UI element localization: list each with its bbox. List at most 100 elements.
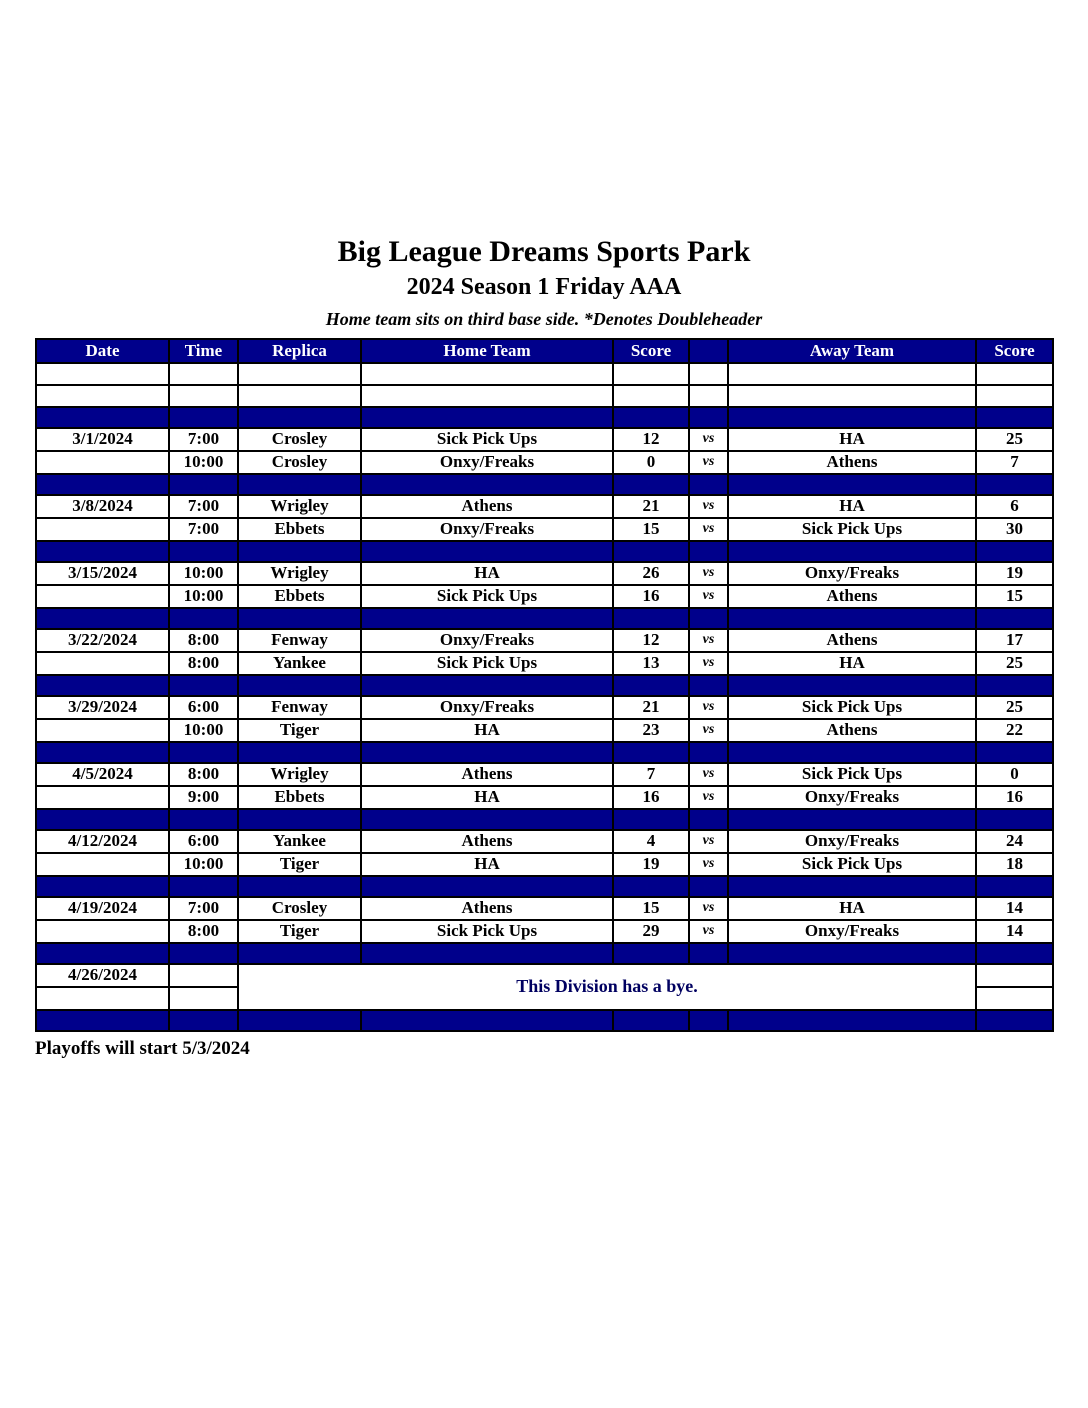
time-cell: 8:00 xyxy=(168,650,239,676)
away-team-cell: Onxy/Freaks xyxy=(727,828,977,854)
away-team-cell: Athens xyxy=(727,717,977,743)
separator-row xyxy=(35,874,1054,898)
time-cell: 7:00 xyxy=(168,426,239,452)
away-team-cell: Athens xyxy=(727,627,977,653)
empty-cell xyxy=(727,361,977,386)
separator-cell xyxy=(168,472,239,496)
away-score-cell: 18 xyxy=(975,851,1054,877)
schedule-table-body: Date Time Replica Home Team Score Away T… xyxy=(35,337,1054,1032)
home-score-cell: 12 xyxy=(612,627,690,653)
home-score-cell: 21 xyxy=(612,493,690,519)
empty-cell xyxy=(237,361,362,386)
separator-row xyxy=(35,405,1054,429)
game-row: 3/22/2024 8:00 Fenway Onxy/Freaks 12 vs Athens… xyxy=(35,627,1054,653)
separator-cell xyxy=(975,1008,1054,1032)
vs-cell: vs xyxy=(688,583,729,609)
separator-cell xyxy=(237,673,362,697)
page-note: Home team sits on third base side. *Deno… xyxy=(325,308,763,329)
away-team-cell: Athens xyxy=(727,449,977,475)
separator-cell xyxy=(688,673,729,697)
game-row: 9:00 Ebbets HA 16 vs Onxy/Freaks 16 xyxy=(35,784,1054,810)
separator-cell xyxy=(688,405,729,429)
replica-cell: Wrigley xyxy=(237,761,362,787)
separator-cell xyxy=(727,539,977,563)
replica-cell: Ebbets xyxy=(237,784,362,810)
home-team-cell: Sick Pick Ups xyxy=(360,650,614,676)
away-score-cell: 7 xyxy=(975,449,1054,475)
home-team-cell: Sick Pick Ups xyxy=(360,426,614,452)
away-score-cell xyxy=(975,962,1054,988)
empty-cell xyxy=(237,383,362,408)
separator-cell xyxy=(360,539,614,563)
separator-cell xyxy=(35,807,170,831)
away-score-cell: 30 xyxy=(975,516,1054,542)
game-row: 4/19/2024 7:00 Crosley Athens 15 vs HA 14 xyxy=(35,895,1054,921)
separator-cell xyxy=(168,405,239,429)
game-row: 10:00 Tiger HA 19 vs Sick Pick Ups 18 xyxy=(35,851,1054,877)
replica-cell: Crosley xyxy=(237,895,362,921)
home-team-cell: HA xyxy=(360,560,614,586)
date-cell xyxy=(35,851,170,877)
home-score-cell: 19 xyxy=(612,851,690,877)
separator-cell xyxy=(168,874,239,898)
separator-cell xyxy=(237,874,362,898)
game-row: 10:00 Tiger HA 23 vs Athens 22 xyxy=(35,717,1054,743)
away-team-cell: Sick Pick Ups xyxy=(727,694,977,720)
empty-cell xyxy=(360,361,614,386)
page: Big League Dreams Sports Park 2024 Seaso… xyxy=(35,235,1054,1059)
home-score-cell: 29 xyxy=(612,918,690,944)
time-cell: 6:00 xyxy=(168,694,239,720)
separator-cell xyxy=(688,1008,729,1032)
separator-cell xyxy=(688,941,729,965)
away-score-cell: 24 xyxy=(975,828,1054,854)
vs-cell: vs xyxy=(688,851,729,877)
separator-cell xyxy=(688,472,729,496)
date-cell: 3/22/2024 xyxy=(35,627,170,653)
home-score-cell: 15 xyxy=(612,516,690,542)
game-row: 7:00 Ebbets Onxy/Freaks 15 vs Sick Pick Ups 30 xyxy=(35,516,1054,542)
separator-cell xyxy=(688,539,729,563)
vs-cell: vs xyxy=(688,449,729,475)
header-cell-away-team: Away Team xyxy=(727,337,977,364)
away-score-cell: 19 xyxy=(975,560,1054,586)
separator-row xyxy=(35,673,1054,697)
separator-cell xyxy=(360,472,614,496)
home-team-cell: HA xyxy=(360,717,614,743)
page-title: Big League Dreams Sports Park xyxy=(337,235,751,268)
game-row: 4/12/2024 6:00 Yankee Athens 4 vs Onxy/Freaks 2… xyxy=(35,828,1054,854)
empty-cell xyxy=(688,361,729,386)
empty-cell xyxy=(975,361,1054,386)
separator-row xyxy=(35,606,1054,630)
separator-cell xyxy=(727,874,977,898)
vs-cell: vs xyxy=(688,694,729,720)
separator-cell xyxy=(612,539,690,563)
separator-cell xyxy=(727,606,977,630)
empty-cell xyxy=(168,383,239,408)
date-cell: 3/29/2024 xyxy=(35,694,170,720)
separator-row xyxy=(35,941,1054,965)
replica-cell: Wrigley xyxy=(237,560,362,586)
separator-cell xyxy=(35,874,170,898)
vs-cell: vs xyxy=(688,895,729,921)
away-score-cell: 16 xyxy=(975,784,1054,810)
replica-cell: Yankee xyxy=(237,828,362,854)
empty-cell xyxy=(360,383,614,408)
header-cell-replica: Replica xyxy=(237,337,362,364)
separator-cell xyxy=(237,539,362,563)
time-cell xyxy=(168,962,239,988)
header-cell-date: Date xyxy=(35,337,170,364)
vs-cell: vs xyxy=(688,717,729,743)
date-cell xyxy=(35,650,170,676)
separator-cell xyxy=(975,606,1054,630)
date-cell xyxy=(35,985,170,1011)
separator-cell xyxy=(975,673,1054,697)
empty-cell xyxy=(688,383,729,408)
separator-cell xyxy=(612,740,690,764)
date-cell: 4/19/2024 xyxy=(35,895,170,921)
separator-cell xyxy=(688,807,729,831)
separator-row xyxy=(35,539,1054,563)
away-team-cell: HA xyxy=(727,426,977,452)
time-cell: 7:00 xyxy=(168,516,239,542)
bye-cell: This Division has a bye. xyxy=(237,962,977,1011)
separator-cell xyxy=(688,606,729,630)
